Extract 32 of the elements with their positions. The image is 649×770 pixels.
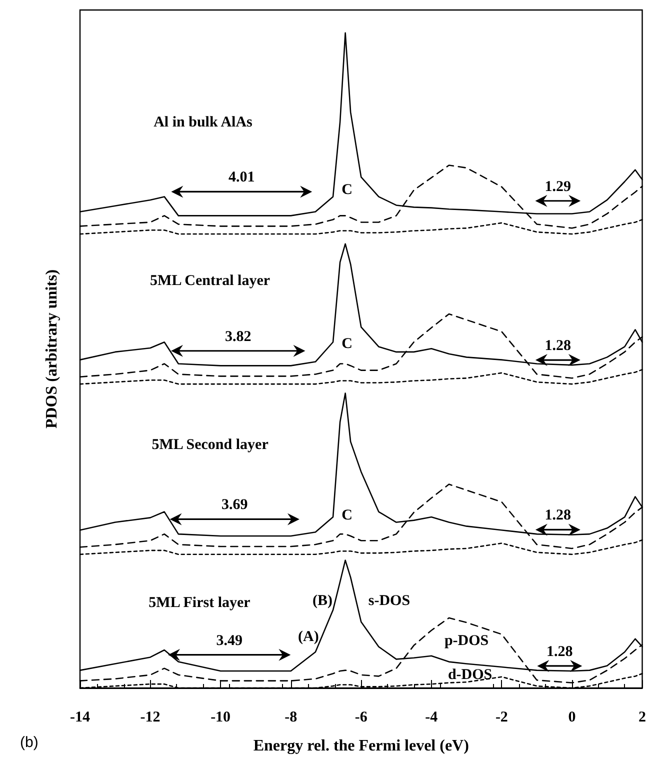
x-tick-label: -2 (495, 710, 508, 726)
annotation: C (342, 182, 352, 198)
annotation: C (342, 336, 352, 352)
annotation: 5ML First layer (148, 594, 251, 611)
annotation: 1.28 (546, 644, 573, 660)
annotation: s-DOS (368, 592, 410, 609)
annotation: d-DOS (448, 666, 492, 683)
x-tick-label: -6 (354, 710, 368, 726)
annotation: 3.82 (225, 328, 252, 345)
x-axis-title: Energy rel. the Fermi level (eV) (253, 738, 469, 754)
y-axis-title: PDOS (arbitrary units) (44, 269, 60, 429)
x-tick-label: -8 (284, 710, 298, 726)
x-tick-label: 2 (638, 710, 646, 726)
annotation: 5ML Central layer (150, 273, 270, 290)
x-tick-label: -14 (70, 710, 90, 726)
annotation: 3.49 (216, 632, 242, 649)
annotation: C (342, 508, 352, 524)
x-tick-label: 0 (568, 710, 576, 726)
text: (b) (20, 734, 38, 751)
annotation: 1.28 (544, 338, 572, 354)
x-tick-label: -12 (140, 710, 160, 726)
annotation: 5ML Second layer (152, 436, 269, 453)
annotation: (B) (312, 592, 332, 609)
x-tick-label: -10 (210, 710, 231, 726)
annotation: Al in bulk AlAs (154, 114, 253, 131)
annotation: 3.69 (221, 497, 248, 514)
annotation: 1.28 (544, 508, 572, 524)
annotation: (A) (298, 628, 319, 645)
annotation: 1.29 (544, 178, 572, 195)
annotation: 4.01 (228, 170, 255, 186)
x-tick-label: -4 (425, 710, 438, 726)
annotation: p-DOS (444, 632, 489, 649)
